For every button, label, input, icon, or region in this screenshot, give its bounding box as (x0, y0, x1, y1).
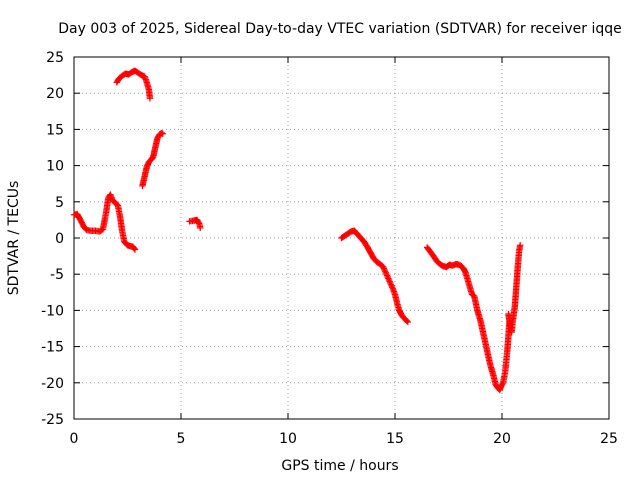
data-point (381, 268, 389, 275)
x-tick-label: 0 (70, 431, 79, 447)
x-tick-label: 5 (177, 431, 186, 447)
y-tick-label: 0 (55, 231, 64, 247)
y-tick-label: 15 (46, 122, 64, 138)
data-point (383, 271, 390, 278)
grid-lines (74, 57, 609, 419)
data-point (380, 265, 388, 272)
x-tick-label: 25 (600, 431, 618, 447)
y-tick-label: 25 (46, 50, 64, 66)
data-point (385, 276, 393, 284)
data-point (389, 284, 396, 291)
data-point (158, 129, 165, 137)
data-point (380, 263, 387, 271)
data-point (382, 269, 389, 276)
y-axis-label: SDTVAR / TECUs (6, 181, 22, 296)
data-point (387, 279, 394, 287)
series-arc6 (423, 242, 524, 394)
x-axis-label: GPS time / hours (281, 458, 398, 474)
data-point (387, 281, 395, 288)
y-tick-label: 5 (55, 195, 64, 211)
data-point (499, 380, 506, 388)
data-point (131, 246, 139, 253)
chart-title: Day 003 of 2025, Sidereal Day-to-day VTE… (58, 21, 622, 37)
data-point (516, 242, 524, 249)
data-point (388, 282, 395, 289)
y-tick-label: -20 (41, 376, 64, 392)
series-arc2 (113, 67, 154, 102)
series-arc3 (139, 129, 167, 190)
y-tick-label: -25 (41, 412, 64, 428)
data-series (70, 67, 524, 394)
y-tick-label: -15 (41, 340, 64, 356)
x-tick-label: 15 (386, 431, 404, 447)
x-tick-label: 20 (493, 431, 511, 447)
y-tick-label: 10 (46, 159, 64, 175)
data-point (146, 95, 154, 102)
y-tick-label: -10 (41, 303, 64, 319)
series-arc1 (70, 191, 139, 253)
data-point (159, 130, 167, 137)
data-point (131, 245, 138, 252)
axis-ticks (73, 56, 610, 420)
tick-labels: 0 5 10 15 20 25 -25 -20 -15 -10 -5 0 5 10 15 20 25 (41, 50, 618, 447)
data-point (381, 266, 388, 274)
data-point (197, 224, 204, 232)
data-point (404, 318, 412, 326)
data-point (383, 272, 391, 279)
y-tick-label: 20 (46, 86, 64, 102)
data-point (385, 275, 392, 282)
x-tick-label: 10 (279, 431, 297, 447)
series-arc4 (186, 216, 204, 232)
data-point (403, 317, 410, 325)
data-point (384, 273, 391, 281)
series-arc5 (338, 227, 412, 326)
y-tick-label: -5 (50, 267, 64, 283)
data-point (386, 278, 393, 285)
